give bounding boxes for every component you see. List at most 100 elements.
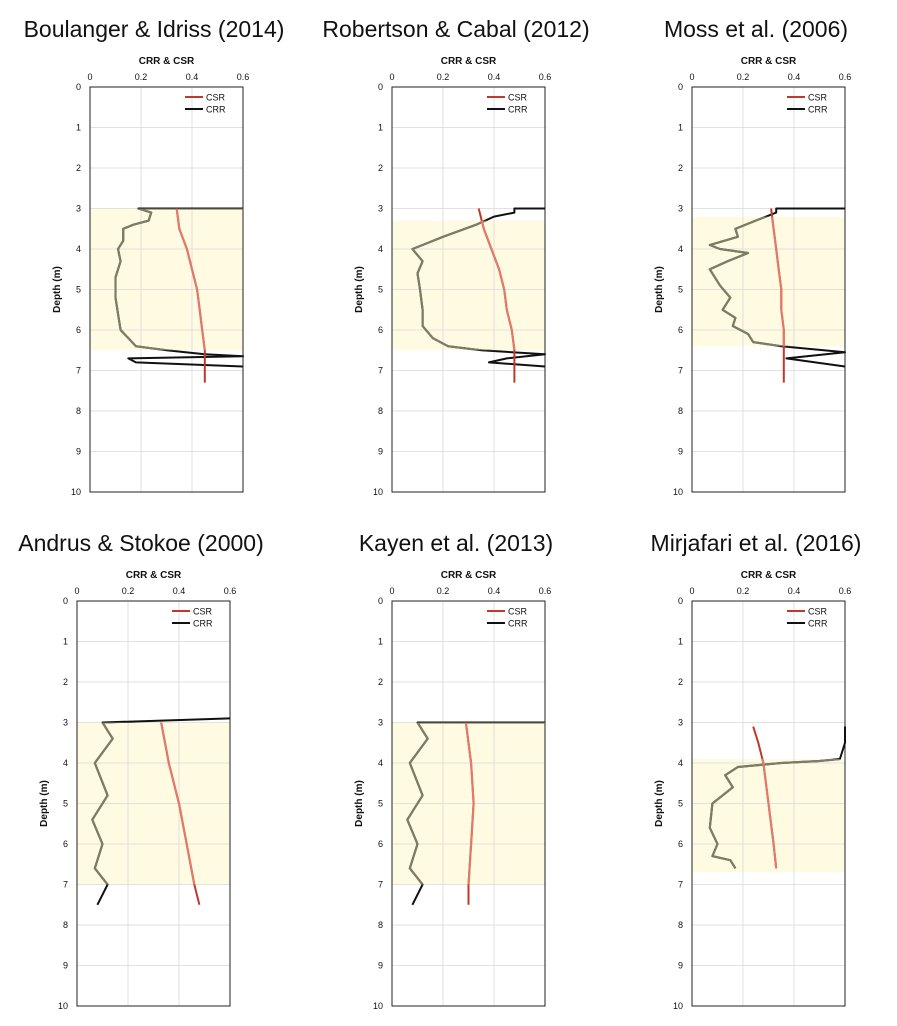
series-crr-zone <box>411 220 499 351</box>
y-tick-label: 0 <box>378 82 383 92</box>
y-tick-label: 0 <box>678 82 683 92</box>
x-tick-label: 0 <box>689 72 694 82</box>
x-tick-label: 0.6 <box>224 586 237 596</box>
liquefiable-zone <box>692 216 845 347</box>
y-tick-label: 6 <box>76 325 81 335</box>
y-tick-label: 3 <box>63 718 68 728</box>
liquefiable-zone <box>90 208 243 351</box>
x-tick-label: 0.4 <box>186 72 199 82</box>
y-tick-label: 4 <box>76 244 81 254</box>
y-tick-label: 3 <box>378 204 383 214</box>
chart-panel-5: Kayen et al. (2013) 0 0.2 0.4 0.6 CRR & CSR 0… <box>306 526 606 1026</box>
y-tick-label: 9 <box>678 961 683 971</box>
y-tick-label: 9 <box>378 961 383 971</box>
y-tick-label: 3 <box>76 204 81 214</box>
x-axis-label: CRR & CSR <box>139 56 195 67</box>
x-tick-label: 0.6 <box>539 72 552 82</box>
y-tick-label: 9 <box>63 961 68 971</box>
series-crr-zone <box>708 216 793 347</box>
y-tick-label: 0 <box>378 596 383 606</box>
legend-label: CSR <box>808 607 828 617</box>
x-tick-label: 0 <box>74 586 79 596</box>
y-tick-label: 2 <box>378 677 383 687</box>
series-csr-zone <box>464 722 475 885</box>
y-tick-label: 10 <box>373 487 383 497</box>
y-tick-label: 2 <box>76 163 81 173</box>
y-tick-label: 3 <box>378 718 383 728</box>
y-tick-label: 2 <box>63 677 68 687</box>
y-tick-label: 5 <box>378 799 383 809</box>
y-tick-label: 2 <box>678 163 683 173</box>
legend-label: CSR <box>206 93 226 103</box>
chart-svg: 0 0.2 0.4 0.6 CRR & CSR 0 1 2 3 4 5 6 7 8 9 10 Depth (m)… <box>52 56 250 497</box>
zone-overlay <box>114 208 243 351</box>
y-tick-label: 7 <box>378 366 383 376</box>
y-tick-label: 8 <box>678 406 683 416</box>
y-tick-label: 1 <box>76 123 81 133</box>
series-group <box>708 207 846 383</box>
y-tick-label: 1 <box>678 637 683 647</box>
x-axis-label: CRR & CSR <box>441 570 497 581</box>
x-tick-label: 0.2 <box>437 586 450 596</box>
chart-title: Moss et al. (2006) <box>663 16 849 42</box>
y-tick-label: 0 <box>63 596 68 606</box>
plot-frame <box>89 86 244 493</box>
x-tick-label: 0.4 <box>788 72 801 82</box>
zone-overlay <box>411 220 516 351</box>
y-tick-label: 6 <box>678 325 683 335</box>
y-tick-label: 7 <box>378 880 383 890</box>
plot-frame <box>391 86 546 493</box>
series-crr-zone <box>114 208 243 351</box>
y-tick-label: 4 <box>63 758 68 768</box>
x-tick-label: 0.2 <box>135 72 148 82</box>
series-group <box>114 207 244 383</box>
y-axis-label: Depth (m) <box>52 266 63 313</box>
y-tick-label: 8 <box>378 406 383 416</box>
y-tick-label: 6 <box>63 839 68 849</box>
y-tick-label: 7 <box>63 880 68 890</box>
y-tick-label: 1 <box>378 637 383 647</box>
y-tick-label: 0 <box>76 82 81 92</box>
zone-overlay <box>406 722 545 885</box>
y-tick-label: 1 <box>63 637 68 647</box>
chart-panel-2: Robertson & Cabal (2012) 0 0.2 0.4 0.6 CRR &… <box>306 12 606 512</box>
plot-frame <box>691 86 846 493</box>
chart-svg: 0 0.2 0.4 0.6 CRR & CSR 0 1 2 3 4 5 6 7 8 9 10 Depth (m)… <box>654 570 851 1011</box>
chart-svg: 0 0.2 0.4 0.6 CRR & CSR 0 1 2 3 4 5 6 7 8 9 10 Depth (m)… <box>39 570 237 1011</box>
series-csr-zone <box>480 220 516 351</box>
x-tick-label: 0.2 <box>437 72 450 82</box>
y-tick-label: 7 <box>678 366 683 376</box>
y-tick-label: 10 <box>71 487 81 497</box>
y-tick-label: 7 <box>76 366 81 376</box>
plot-frame <box>76 600 231 1007</box>
legend-label: CRR <box>193 619 213 629</box>
y-tick-label: 0 <box>678 596 683 606</box>
chart-svg: 0 0.2 0.4 0.6 CRR & CSR 0 1 2 3 4 5 6 7 8 9 10 Depth (m)… <box>654 56 851 497</box>
y-tick-label: 9 <box>678 447 683 457</box>
x-tick-label: 0 <box>689 586 694 596</box>
x-tick-label: 0.6 <box>237 72 250 82</box>
chart-panel-6: Mirjafari et al. (2016) 0 0.2 0.4 0.6 CRR & … <box>606 526 897 1026</box>
x-tick-label: 0.4 <box>788 586 801 596</box>
y-tick-label: 10 <box>673 1001 683 1011</box>
y-tick-label: 8 <box>63 920 68 930</box>
x-tick-label: 0 <box>389 586 394 596</box>
zone-overlay <box>708 758 842 869</box>
chart-panel-3: Moss et al. (2006) 0 0.2 0.4 0.6 CRR & CSR 0 1… <box>606 12 897 512</box>
x-tick-label: 0.6 <box>539 586 552 596</box>
x-axis-label: CRR & CSR <box>741 570 797 581</box>
x-axis-label: CRR & CSR <box>126 570 182 581</box>
y-tick-label: 3 <box>678 204 683 214</box>
y-tick-label: 8 <box>678 920 683 930</box>
y-tick-label: 1 <box>378 123 383 133</box>
legend-label: CRR <box>808 105 828 115</box>
y-axis-label: Depth (m) <box>39 780 50 827</box>
chart-panel-1: Boulanger & Idriss (2014) 0 0.2 0.4 0.6 CRR … <box>4 12 304 512</box>
y-tick-label: 3 <box>678 718 683 728</box>
x-tick-label: 0.2 <box>737 72 750 82</box>
chart-panel-4: Andrus & Stokoe (2000) 0 0.2 0.4 0.6 CRR & C… <box>0 526 291 1026</box>
y-tick-label: 4 <box>378 758 383 768</box>
chart-svg: 0 0.2 0.4 0.6 CRR & CSR 0 1 2 3 4 5 6 7 8 9 10 Depth (m)… <box>354 56 552 497</box>
chart-title: Boulanger & Idriss (2014) <box>23 16 285 42</box>
y-tick-label: 5 <box>378 285 383 295</box>
